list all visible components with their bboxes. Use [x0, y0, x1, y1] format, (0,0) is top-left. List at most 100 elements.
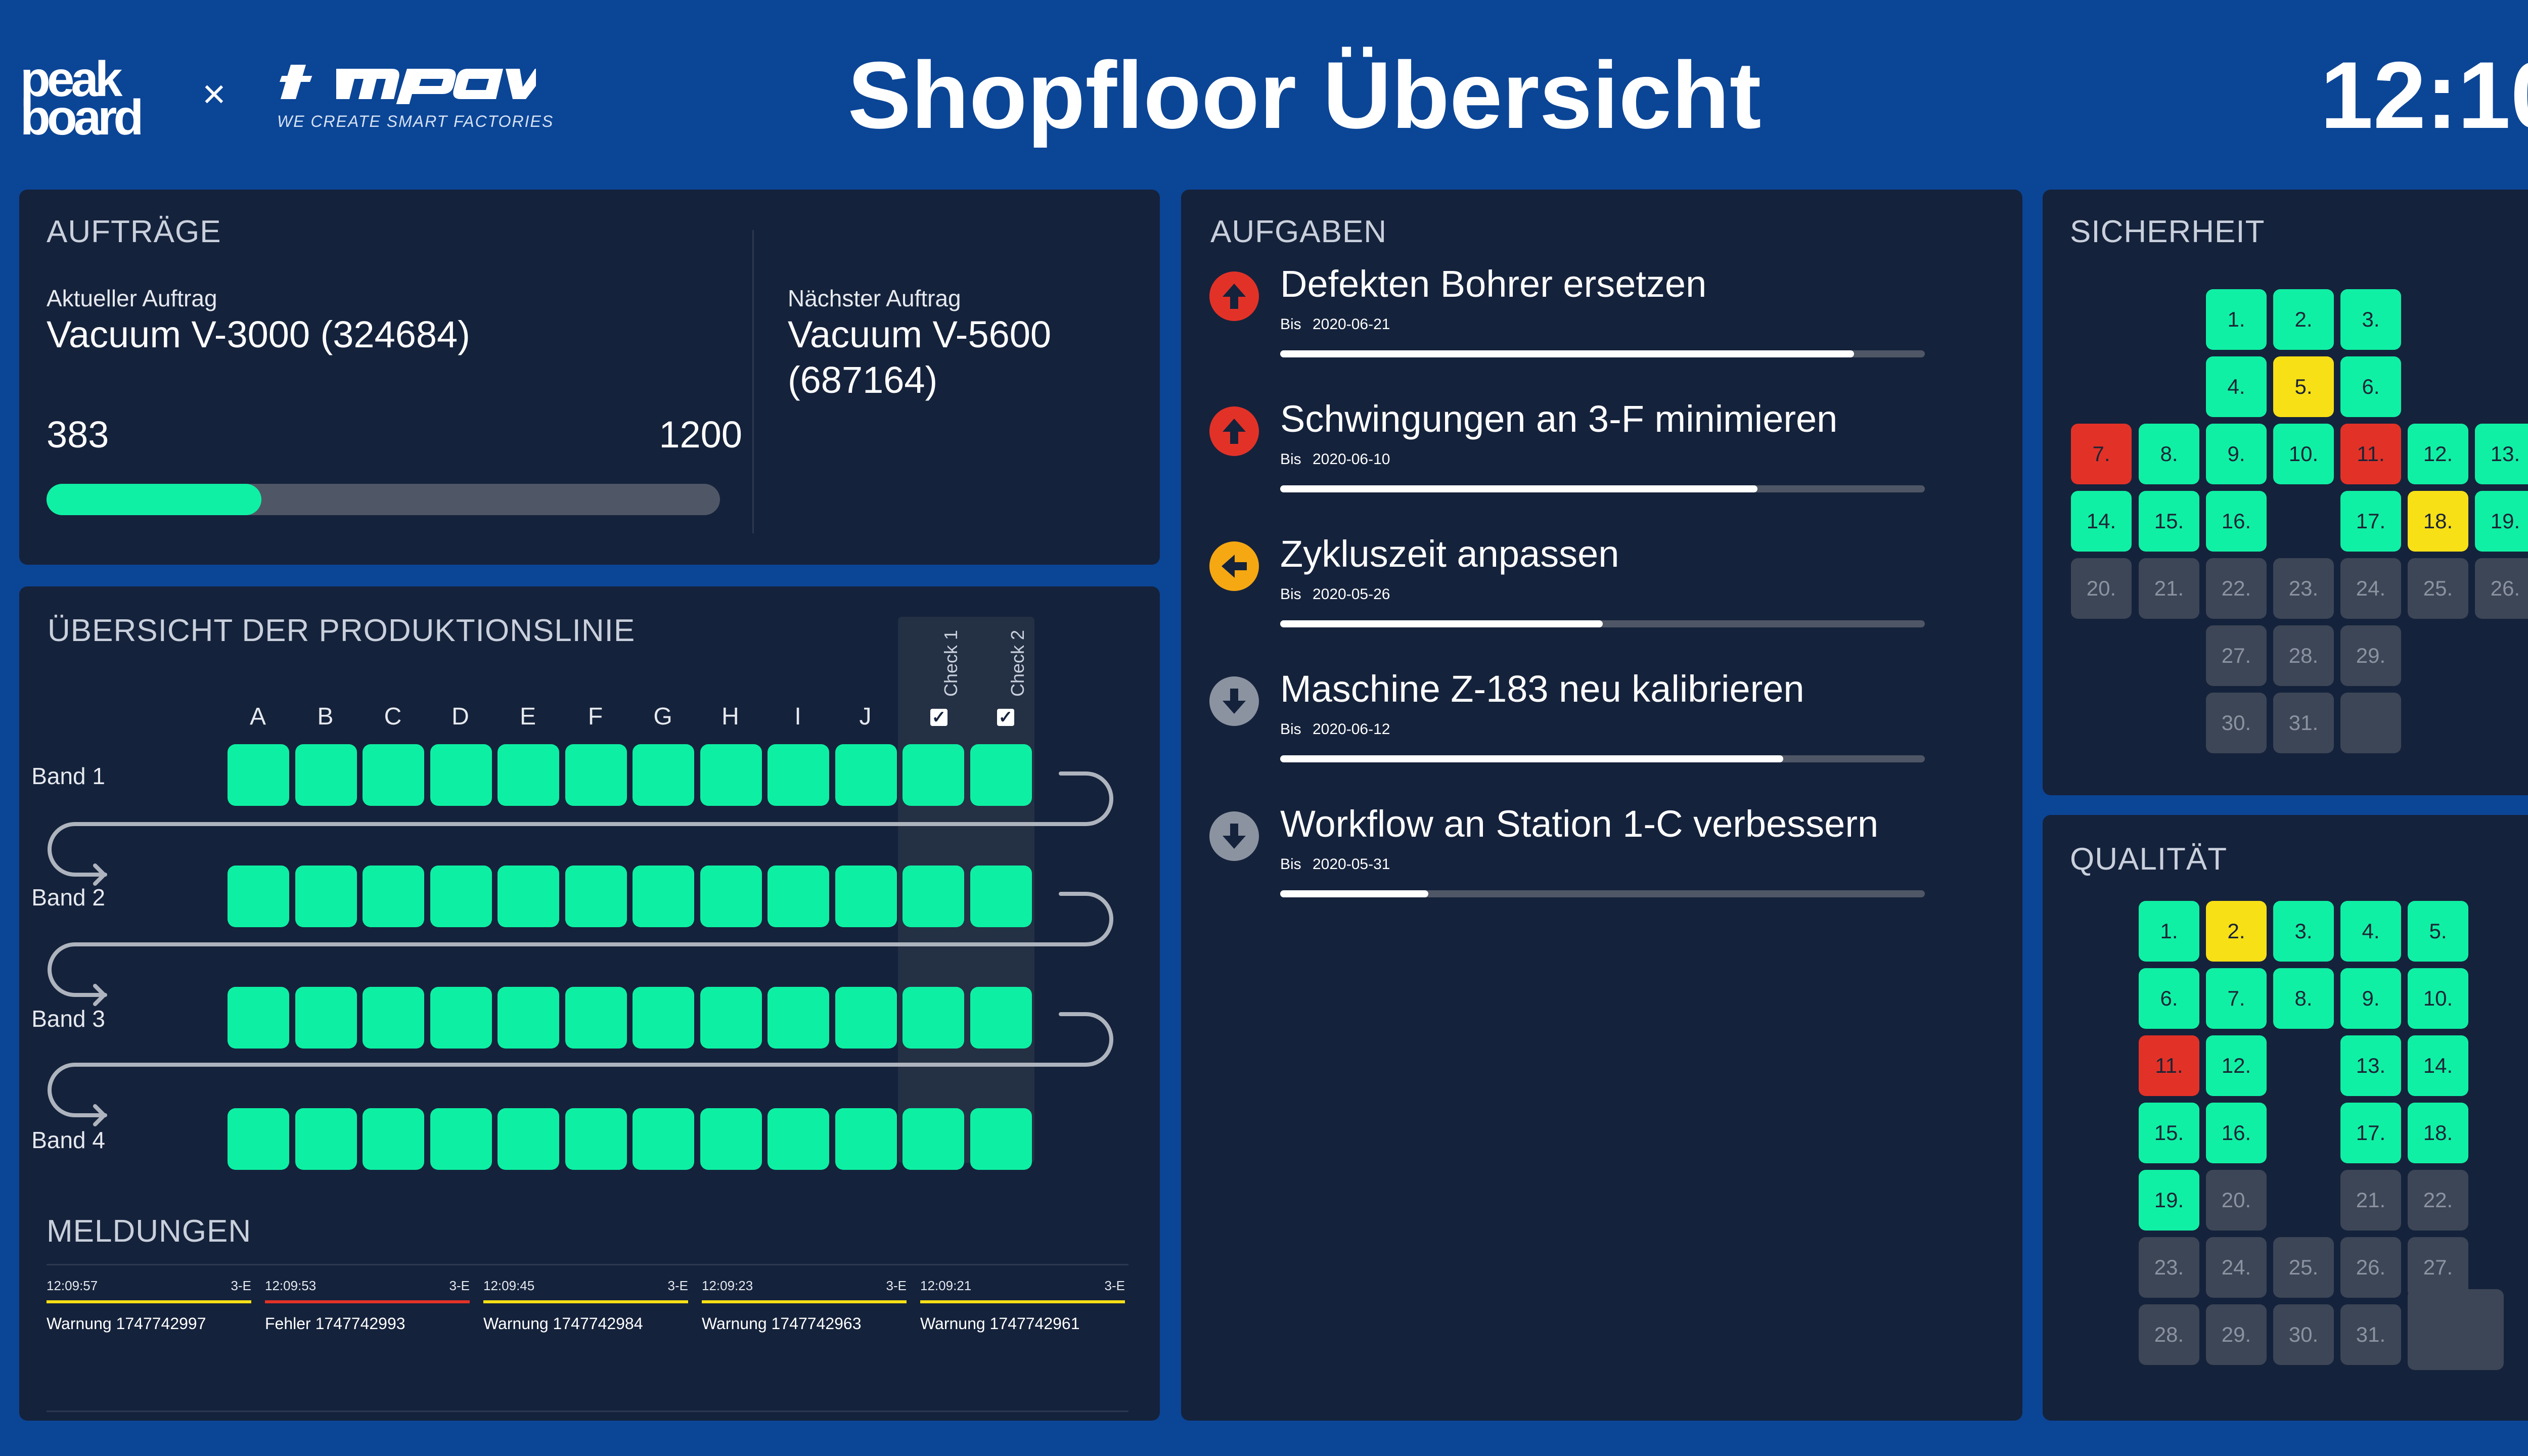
- safety-day-cell[interactable]: 6.: [2340, 356, 2401, 417]
- message-item[interactable]: 12:09:53 3-E Fehler 1747742993: [265, 1278, 470, 1354]
- band-station-cell[interactable]: [700, 744, 762, 806]
- quality-day-cell[interactable]: 26.: [2340, 1237, 2401, 1298]
- quality-day-cell[interactable]: 1.: [2139, 901, 2199, 962]
- band-station-cell[interactable]: [295, 987, 357, 1049]
- safety-day-cell[interactable]: 14.: [2071, 491, 2132, 552]
- quality-day-cell[interactable]: 13.: [2340, 1035, 2401, 1096]
- quality-day-cell[interactable]: 30.: [2273, 1304, 2334, 1365]
- band-station-cell[interactable]: [768, 1108, 829, 1170]
- quality-day-cell[interactable]: [2408, 1289, 2504, 1370]
- safety-day-cell[interactable]: [2340, 693, 2401, 753]
- band-station-cell[interactable]: [498, 1108, 559, 1170]
- band-station-cell[interactable]: [430, 744, 492, 806]
- check-2-checkbox[interactable]: ✓: [997, 709, 1014, 726]
- quality-day-cell[interactable]: 21.: [2340, 1170, 2401, 1231]
- message-item[interactable]: 12:09:23 3-E Warnung 1747742963: [702, 1278, 907, 1354]
- band-station-cell[interactable]: [902, 1108, 964, 1170]
- safety-day-cell[interactable]: 7.: [2071, 424, 2132, 484]
- band-station-cell[interactable]: [700, 1108, 762, 1170]
- band-station-cell[interactable]: [498, 866, 559, 927]
- band-station-cell[interactable]: [768, 866, 829, 927]
- safety-day-cell[interactable]: 29.: [2340, 625, 2401, 686]
- safety-day-cell[interactable]: 22.: [2206, 558, 2267, 619]
- band-station-cell[interactable]: [835, 866, 897, 927]
- safety-day-cell[interactable]: 10.: [2273, 424, 2334, 484]
- quality-day-cell[interactable]: 9.: [2340, 968, 2401, 1029]
- safety-day-cell[interactable]: 1.: [2206, 289, 2267, 350]
- quality-day-cell[interactable]: 19.: [2139, 1170, 2199, 1231]
- band-station-cell[interactable]: [228, 866, 289, 927]
- task-title[interactable]: Workflow an Station 1-C verbessern: [1280, 803, 1879, 845]
- band-station-cell[interactable]: [295, 1108, 357, 1170]
- safety-day-cell[interactable]: 11.: [2340, 424, 2401, 484]
- quality-day-cell[interactable]: 12.: [2206, 1035, 2267, 1096]
- band-station-cell[interactable]: [363, 987, 424, 1049]
- band-station-cell[interactable]: [430, 987, 492, 1049]
- band-station-cell[interactable]: [363, 744, 424, 806]
- quality-day-cell[interactable]: 24.: [2206, 1237, 2267, 1298]
- safety-day-cell[interactable]: 13.: [2475, 424, 2528, 484]
- safety-day-cell[interactable]: 21.: [2139, 558, 2199, 619]
- quality-day-cell[interactable]: 8.: [2273, 968, 2334, 1029]
- safety-day-cell[interactable]: 23.: [2273, 558, 2334, 619]
- safety-day-cell[interactable]: 2.: [2273, 289, 2334, 350]
- quality-day-cell[interactable]: 22.: [2408, 1170, 2468, 1231]
- band-station-cell[interactable]: [768, 744, 829, 806]
- band-station-cell[interactable]: [565, 987, 627, 1049]
- safety-day-cell[interactable]: 27.: [2206, 625, 2267, 686]
- safety-day-cell[interactable]: 31.: [2273, 693, 2334, 753]
- band-station-cell[interactable]: [835, 744, 897, 806]
- band-station-cell[interactable]: [228, 1108, 289, 1170]
- safety-day-cell[interactable]: 18.: [2408, 491, 2468, 552]
- task-title[interactable]: Schwingungen an 3-F minimieren: [1280, 398, 1838, 440]
- safety-day-cell[interactable]: 30.: [2206, 693, 2267, 753]
- quality-day-cell[interactable]: 14.: [2408, 1035, 2468, 1096]
- band-station-cell[interactable]: [430, 1108, 492, 1170]
- band-station-cell[interactable]: [835, 1108, 897, 1170]
- band-station-cell[interactable]: [970, 866, 1032, 927]
- band-station-cell[interactable]: [228, 744, 289, 806]
- quality-day-cell[interactable]: 27.: [2408, 1237, 2468, 1298]
- quality-day-cell[interactable]: 15.: [2139, 1103, 2199, 1163]
- quality-day-cell[interactable]: 7.: [2206, 968, 2267, 1029]
- quality-day-cell[interactable]: 25.: [2273, 1237, 2334, 1298]
- band-station-cell[interactable]: [363, 1108, 424, 1170]
- quality-day-cell[interactable]: 4.: [2340, 901, 2401, 962]
- band-station-cell[interactable]: [633, 987, 694, 1049]
- safety-day-cell[interactable]: 26.: [2475, 558, 2528, 619]
- band-station-cell[interactable]: [565, 1108, 627, 1170]
- band-station-cell[interactable]: [835, 987, 897, 1049]
- quality-day-cell[interactable]: 2.: [2206, 901, 2267, 962]
- band-station-cell[interactable]: [633, 744, 694, 806]
- band-station-cell[interactable]: [565, 744, 627, 806]
- quality-day-cell[interactable]: 23.: [2139, 1237, 2199, 1298]
- band-station-cell[interactable]: [970, 1108, 1032, 1170]
- task-title[interactable]: Defekten Bohrer ersetzen: [1280, 263, 1707, 305]
- safety-day-cell[interactable]: 25.: [2408, 558, 2468, 619]
- quality-day-cell[interactable]: 31.: [2340, 1304, 2401, 1365]
- quality-day-cell[interactable]: 5.: [2408, 901, 2468, 962]
- safety-day-cell[interactable]: 9.: [2206, 424, 2267, 484]
- safety-day-cell[interactable]: 19.: [2475, 491, 2528, 552]
- band-station-cell[interactable]: [700, 987, 762, 1049]
- band-station-cell[interactable]: [295, 744, 357, 806]
- band-station-cell[interactable]: [700, 866, 762, 927]
- quality-day-cell[interactable]: 16.: [2206, 1103, 2267, 1163]
- band-station-cell[interactable]: [970, 987, 1032, 1049]
- band-station-cell[interactable]: [228, 987, 289, 1049]
- quality-day-cell[interactable]: 20.: [2206, 1170, 2267, 1231]
- band-station-cell[interactable]: [565, 866, 627, 927]
- band-station-cell[interactable]: [633, 866, 694, 927]
- band-station-cell[interactable]: [498, 987, 559, 1049]
- band-station-cell[interactable]: [633, 1108, 694, 1170]
- band-station-cell[interactable]: [902, 987, 964, 1049]
- band-station-cell[interactable]: [430, 866, 492, 927]
- safety-day-cell[interactable]: 15.: [2139, 491, 2199, 552]
- band-station-cell[interactable]: [498, 744, 559, 806]
- safety-day-cell[interactable]: 24.: [2340, 558, 2401, 619]
- band-station-cell[interactable]: [902, 744, 964, 806]
- quality-day-cell[interactable]: 29.: [2206, 1304, 2267, 1365]
- band-station-cell[interactable]: [902, 866, 964, 927]
- message-item[interactable]: 12:09:45 3-E Warnung 1747742984: [483, 1278, 688, 1354]
- safety-day-cell[interactable]: 28.: [2273, 625, 2334, 686]
